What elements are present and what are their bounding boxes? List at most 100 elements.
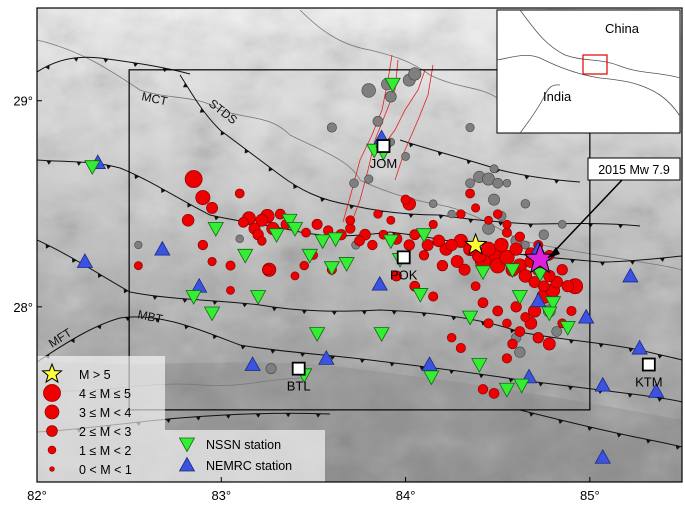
earthquake-event [470,281,481,292]
earthquake-event [390,270,402,282]
fault-tooth [421,312,427,317]
nemrc-station-marker [154,240,171,256]
earthquake-event [510,301,522,313]
legend-magnitude-label: 4 ≤ M ≤ 5 [79,387,131,401]
earthquake-event [450,255,464,268]
mainshock-annotation: 2015 Mw 7.9 [547,157,681,259]
fault-tooth [478,373,484,379]
fault-tooth [240,345,246,350]
fault-label-mbt: MBT [136,307,164,326]
nssn-station-marker [412,288,429,303]
earthquake-event [206,201,219,214]
city-marker-btl [291,361,306,376]
earthquake-event [257,236,267,246]
fault-mft [37,316,682,403]
gray-event [447,209,456,219]
fault-tooth [529,412,535,417]
nssn-station-marker [498,382,516,398]
legend-magnitude-label: M > 5 [79,368,111,382]
earthquake-event [345,215,356,226]
y-tick-label: 29° [13,94,33,109]
earthquake-event [432,234,445,248]
fault-tooth [498,221,504,226]
fault-tooth [538,382,544,387]
earthquake-event [428,219,438,229]
annotation-arrow-line [547,179,623,259]
fault-tooth [451,316,457,321]
nssn-station-marker [415,228,433,244]
legend-nssn-icon [178,437,196,453]
nemrc-station-marker [244,356,261,371]
earthquake-event [488,388,500,399]
fault-tooth [184,324,190,330]
gray-event [488,193,500,206]
nssn-station-marker [308,327,326,342]
earthquake-event [456,209,466,219]
earthquake-event [556,264,568,276]
earthquake-event [471,203,481,213]
fault-tooth [646,439,652,444]
earthquake-event [493,209,503,219]
earthquake-event [477,384,489,395]
nssn-station-marker [301,248,318,264]
nssn-station-marker [286,222,304,237]
legend-magnitude-box [37,356,165,482]
fault-tooth [438,214,444,220]
gray-event [408,67,422,81]
fault-tooth [659,257,665,262]
inset-coast [519,84,561,134]
nssn-station-marker [461,310,479,326]
earthquake-event [197,239,209,251]
earthquake-event [518,269,533,283]
city-marker-jom [376,139,391,153]
fault-tooth [293,184,298,189]
legend-circle-icon [44,404,60,420]
inset-location-box [582,54,608,75]
earthquake-event [195,190,211,206]
fault-tooth [320,197,326,202]
fault-tooth [616,433,622,438]
fault-tooth [587,426,593,431]
fault-tooth [73,57,79,62]
earthquake-event [532,332,544,344]
y-tick-label: 28° [13,300,33,315]
city-label-pok: POK [390,267,418,282]
fault-tooth [568,339,575,344]
gray-event [385,90,397,103]
earthquake-event [483,318,494,329]
legend-magnitude-label: 3 ≤ M < 4 [79,406,131,420]
fault-tooth [628,347,634,353]
earthquake-event [226,285,235,295]
legend-circle-icon [46,425,58,437]
fault-tooth [468,218,474,224]
fault-tooth [183,82,188,88]
nssn-station-marker [268,228,285,244]
city-label-ktm: KTM [635,375,662,390]
fault-tooth [212,300,218,305]
earthquake-event [502,219,512,229]
city-marker-pok [396,250,411,265]
fault-tooth [134,174,140,180]
earthquake-event [484,215,493,225]
cities-layer: JOM POK BTL KTM [287,139,663,394]
earthquake-event [514,231,525,242]
gray-event [326,122,337,133]
gray-event [538,229,549,240]
fault-tooth [106,164,112,170]
earthquake-event [509,242,523,256]
annotation-box [587,157,681,181]
fault-tooth [220,130,226,136]
fault-mct [37,159,682,263]
fault-tooth [330,355,336,360]
fault-tooth [554,179,560,184]
fault-tooth [301,310,307,315]
fault-tooth [123,288,129,294]
earthquake-event [501,353,512,364]
fault-tooth [225,414,231,419]
nemrc-station-marker [318,350,335,365]
earthquake-event [311,218,323,230]
fault-tooth [627,393,633,398]
inset-label-india: India [543,89,572,104]
gray-event [401,152,410,161]
